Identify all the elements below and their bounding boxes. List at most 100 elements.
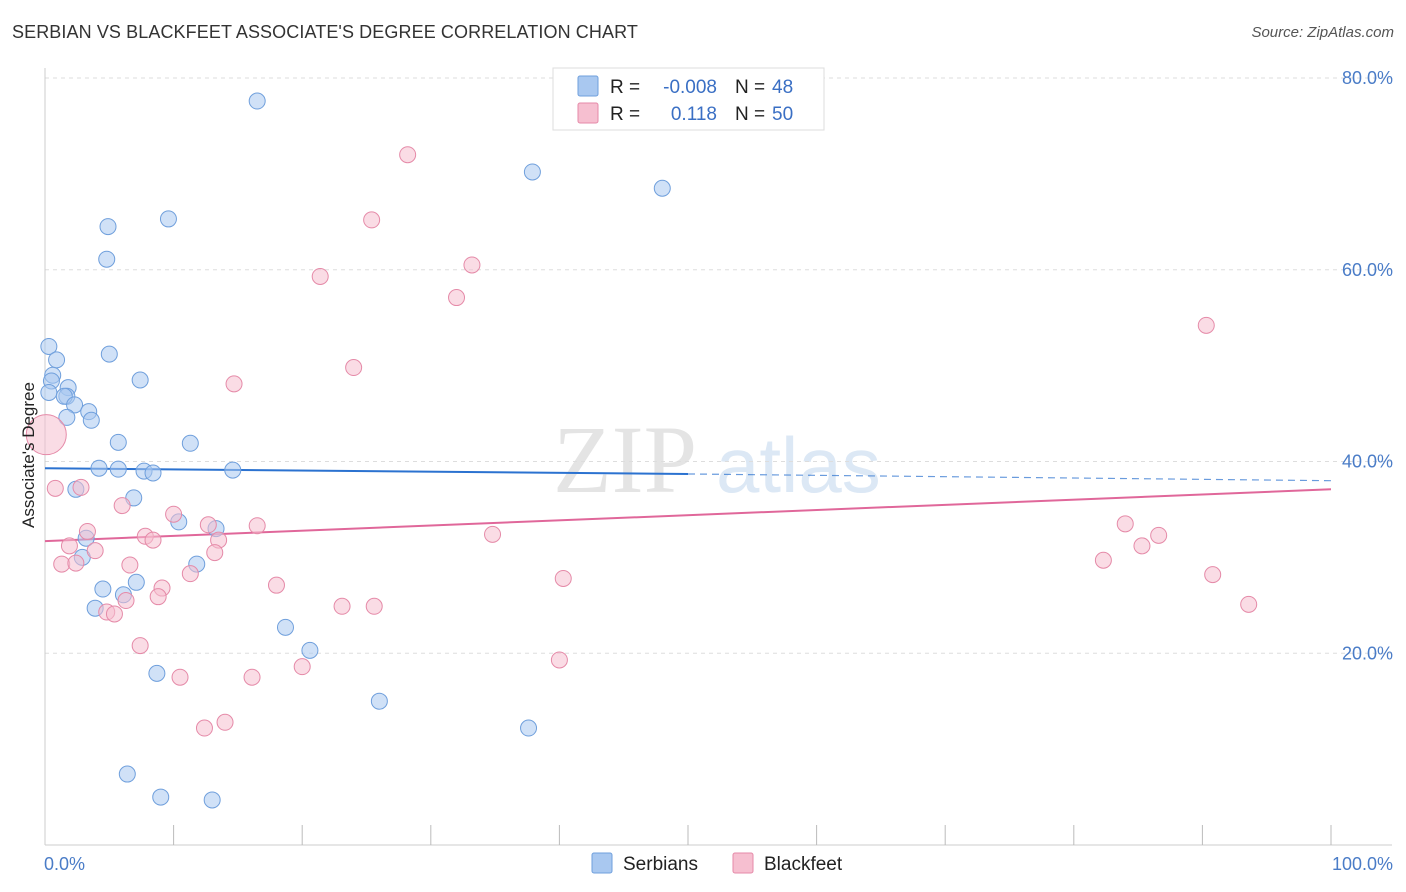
point-blackfeet-1 [399,146,417,164]
point-blackfeet-9 [46,479,64,497]
point-blackfeet-13 [199,516,217,534]
point-serbians-41 [99,218,117,236]
point-blackfeet-45 [171,668,189,686]
point-serbians-43 [98,250,116,268]
x-tick-label-min: 0.0% [44,854,85,874]
point-blackfeet-39 [1240,595,1258,613]
y-axis-label: Associate's Degree [19,382,38,528]
y-tick-labels: 20.0% 40.0% 60.0% 80.0% [1342,68,1393,663]
watermark-atlas: atlas [716,421,881,509]
point-serbians-1 [48,351,66,369]
legend-swatch-serbians [577,75,599,97]
point-blackfeet-23 [60,537,78,555]
point-blackfeet-4 [311,267,329,285]
point-blackfeet-33 [1204,566,1222,584]
bottom-legend-label-blackfeet: Blackfeet [764,854,843,875]
point-blackfeet-17 [144,531,162,549]
point-serbians-14 [109,433,127,451]
point-serbians-11 [82,411,100,429]
point-blackfeet-44 [293,658,311,676]
point-blackfeet-38 [365,597,383,615]
legend-r-value-serbians: -0.008 [663,77,717,98]
legend-n-label-serbians: N = [735,77,765,98]
point-blackfeet-21 [1150,526,1168,544]
point-serbians-44 [523,163,541,181]
point-blackfeet-2 [363,211,381,229]
point-blackfeet-19 [484,525,502,543]
point-blackfeet-15 [78,522,96,540]
point-blackfeet-35 [149,588,167,606]
point-serbians-17 [109,460,127,478]
grid [45,77,1392,654]
point-serbians-12 [100,345,118,363]
x-tick-labels: 0.0% 100.0% [44,854,1393,874]
bottom-legend-swatch-serbians [591,852,613,874]
point-serbians-10 [58,408,76,426]
point-blackfeet-43 [550,651,568,669]
point-blackfeet-26 [53,555,71,573]
point-serbians-16 [90,459,108,477]
point-blackfeet-37 [333,597,351,615]
point-blackfeet-47 [216,713,234,731]
point-serbians-34 [148,664,166,682]
point-blackfeet-8 [225,375,243,393]
point-serbians-20 [224,461,242,479]
point-serbians-0 [40,337,58,355]
y-tick-label-60: 60.0% [1342,260,1393,280]
legend-r-label-serbians: R = [610,77,640,98]
point-blackfeet-30 [1094,551,1112,569]
point-blackfeet-31 [554,569,572,587]
point-serbians-39 [203,791,221,809]
axes [44,68,1392,846]
point-serbians-36 [520,719,538,737]
point-serbians-8 [66,396,84,414]
bottom-legend: Serbians Blackfeet [591,852,843,875]
point-serbians-19 [144,464,162,482]
data-points [25,92,1258,809]
point-blackfeet-20 [1116,515,1134,533]
legend-swatch-blackfeet [577,102,599,124]
legend: R = -0.008 N = 48 R = 0.118 N = 50 [552,67,825,131]
point-blackfeet-14 [248,517,266,535]
point-serbians-29 [94,580,112,598]
y-tick-label-40: 40.0% [1342,452,1393,472]
legend-n-label-blackfeet: N = [735,104,765,125]
point-blackfeet-5 [448,289,466,307]
bottom-legend-swatch-blackfeet [732,852,754,874]
point-blackfeet-25 [206,544,224,562]
point-blackfeet-22 [1133,537,1151,555]
point-blackfeet-27 [67,554,85,572]
point-blackfeet-24 [86,542,104,560]
point-serbians-13 [131,371,149,389]
point-serbians-28 [127,573,145,591]
x-tick-label-max: 100.0% [1332,854,1393,874]
point-serbians-38 [152,788,170,806]
watermark-zip: ZIP [553,406,697,513]
bottom-legend-label-serbians: Serbians [623,854,698,875]
point-blackfeet-29 [181,565,199,583]
legend-r-value-blackfeet: 0.118 [671,104,717,125]
legend-r-label-blackfeet: R = [610,104,640,125]
point-serbians-33 [301,641,319,659]
point-serbians-35 [370,692,388,710]
point-serbians-32 [276,618,294,636]
point-blackfeet-11 [113,497,131,515]
y-tick-label-80: 80.0% [1342,68,1393,88]
legend-n-value-blackfeet: 50 [772,104,793,125]
point-serbians-15 [181,434,199,452]
point-serbians-40 [248,92,266,110]
point-blackfeet-0 [25,414,67,456]
point-blackfeet-32 [267,576,285,594]
point-blackfeet-7 [345,359,363,377]
point-blackfeet-10 [72,478,90,496]
y-tick-label-20: 20.0% [1342,643,1393,663]
point-blackfeet-3 [463,256,481,274]
point-blackfeet-36 [117,592,135,610]
point-serbians-4 [40,383,58,401]
legend-n-value-serbians: 48 [772,77,793,98]
point-blackfeet-46 [243,668,261,686]
chart-title: SERBIAN VS BLACKFEET ASSOCIATE'S DEGREE … [12,22,638,42]
point-serbians-42 [159,210,177,228]
chart-source: Source: ZipAtlas.com [1251,24,1394,41]
